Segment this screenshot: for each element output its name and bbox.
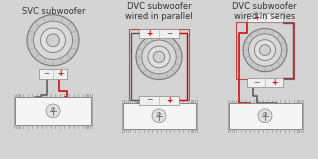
Circle shape	[258, 109, 272, 123]
Bar	[122, 103, 196, 129]
Bar	[236, 22, 294, 79]
Text: +: +	[271, 78, 277, 87]
Circle shape	[148, 46, 170, 68]
Text: −: −	[166, 29, 172, 38]
Text: +: +	[166, 96, 172, 105]
Text: DVC subwoofer
wired in series: DVC subwoofer wired in series	[232, 2, 297, 21]
Circle shape	[136, 34, 182, 80]
Text: −: −	[146, 96, 152, 105]
Circle shape	[40, 28, 66, 52]
Bar	[247, 13, 283, 22]
Bar	[39, 69, 67, 79]
Circle shape	[142, 40, 176, 74]
Circle shape	[243, 28, 287, 72]
Text: −: −	[271, 13, 277, 22]
Bar	[229, 103, 301, 129]
Bar	[247, 78, 283, 87]
Bar	[129, 29, 189, 100]
Circle shape	[27, 15, 79, 66]
Bar	[139, 96, 179, 104]
Text: +: +	[57, 69, 63, 78]
Circle shape	[259, 45, 271, 55]
Text: −: −	[43, 69, 49, 78]
Text: SVC subwoofer: SVC subwoofer	[22, 7, 85, 16]
Circle shape	[254, 40, 276, 60]
Circle shape	[153, 51, 165, 63]
Text: DVC subwoofer
wired in parallel: DVC subwoofer wired in parallel	[125, 2, 193, 21]
Text: +: +	[253, 13, 259, 22]
Text: −: −	[253, 78, 259, 87]
Circle shape	[46, 104, 60, 118]
Bar	[139, 29, 179, 38]
Circle shape	[152, 109, 166, 123]
Circle shape	[33, 21, 73, 59]
Text: +: +	[146, 29, 152, 38]
Circle shape	[46, 34, 59, 47]
Circle shape	[248, 34, 281, 66]
Bar	[15, 97, 91, 125]
